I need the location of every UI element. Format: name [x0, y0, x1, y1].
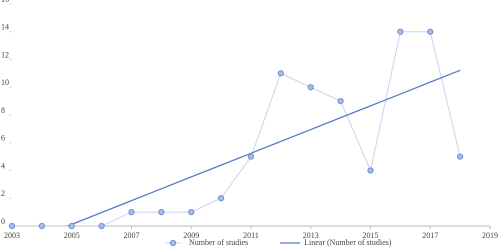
data-point [188, 209, 195, 216]
data-point [307, 84, 314, 91]
data-point [457, 153, 464, 160]
data-point [247, 153, 255, 160]
x-tick-label: 2005 [64, 231, 80, 240]
data-point [367, 167, 374, 174]
data-point [158, 209, 165, 216]
y-tick-label: 12 [1, 50, 9, 59]
x-tick-label: 2019 [482, 231, 498, 240]
x-tick-label: 2011 [243, 231, 259, 240]
x-tick-label: 2009 [183, 231, 199, 240]
legend-label: Linear (Number of studies) [304, 238, 392, 247]
series-line [12, 31, 461, 226]
plot-area [12, 31, 461, 226]
data-point [427, 28, 434, 35]
y-tick-label: 16 [1, 0, 9, 4]
data-point [337, 98, 344, 105]
trend-line [65, 69, 461, 226]
y-tick-label: 4 [1, 161, 5, 170]
y-tick-label: 2 [1, 189, 5, 198]
x-tick-label: 2015 [363, 231, 379, 240]
legend-label: Number of studies [189, 238, 248, 247]
y-tick-label: 10 [1, 78, 9, 87]
y-tick-label: 6 [1, 134, 5, 143]
data-point [98, 222, 105, 230]
y-tick-label: 0 [1, 217, 5, 226]
data-point [68, 222, 75, 230]
y-tick-label: 14 [1, 23, 9, 32]
data-point [8, 222, 16, 230]
data-point [128, 209, 135, 216]
data-point [277, 70, 284, 77]
x-tick-label: 2003 [4, 231, 20, 240]
x-tick-label: 2007 [124, 231, 140, 240]
data-point [218, 195, 225, 202]
legend-marker [169, 239, 177, 247]
data-point [38, 222, 45, 230]
x-tick-label: 2017 [422, 231, 438, 240]
y-tick-label: 8 [1, 106, 5, 115]
data-point [397, 28, 404, 35]
x-tick-label: 2013 [303, 231, 319, 240]
